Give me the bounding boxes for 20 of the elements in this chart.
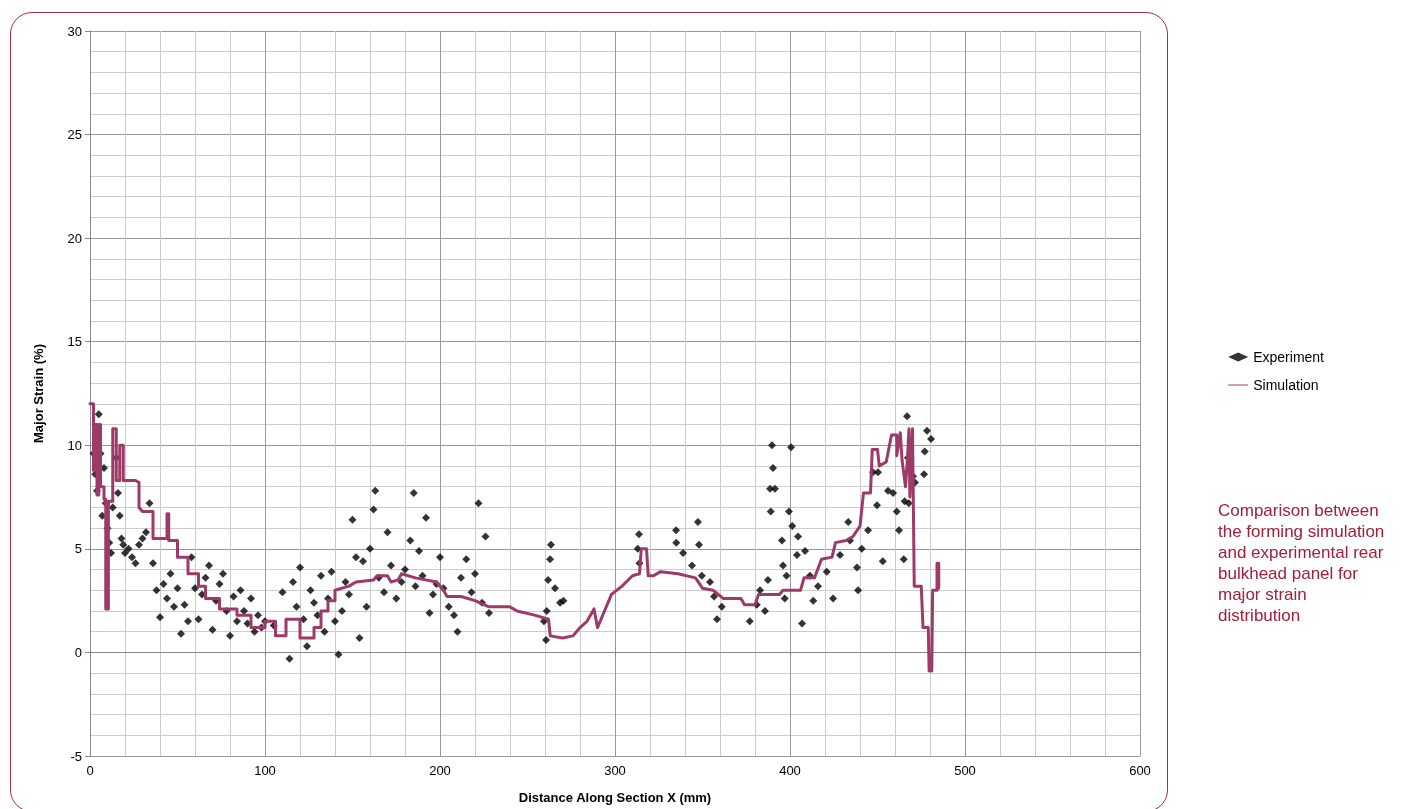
x-axis-title: Distance Along Section X (mm) xyxy=(518,790,712,805)
y-tick-label: 25 xyxy=(67,127,82,143)
y-tick-label: 20 xyxy=(67,230,82,246)
x-tick-label: 500 xyxy=(954,763,976,778)
x-tick-label: 0 xyxy=(86,763,94,778)
legend-label: Experiment xyxy=(1253,349,1325,365)
text: Comparison between the forming simulation and experimental rear bulkhead panel for major strain distribution xyxy=(1218,500,1386,626)
y-tick-label: -5 xyxy=(70,748,82,764)
legend-label: Simulation xyxy=(1253,377,1319,393)
x-tick-label: 200 xyxy=(429,763,451,778)
y-axis-title: Major Strain (%) xyxy=(31,344,46,443)
x-tick-label: 300 xyxy=(604,763,626,778)
x-tick-label: 400 xyxy=(779,763,801,778)
y-tick-label: 5 xyxy=(74,541,82,557)
x-tick-label: 100 xyxy=(254,763,276,778)
y-tick-label: 30 xyxy=(67,23,82,39)
y-tick-label: 0 xyxy=(74,644,82,660)
y-tick-label: 10 xyxy=(67,437,82,453)
y-tick-label: 15 xyxy=(67,334,82,350)
x-tick-label: 600 xyxy=(1129,763,1151,778)
